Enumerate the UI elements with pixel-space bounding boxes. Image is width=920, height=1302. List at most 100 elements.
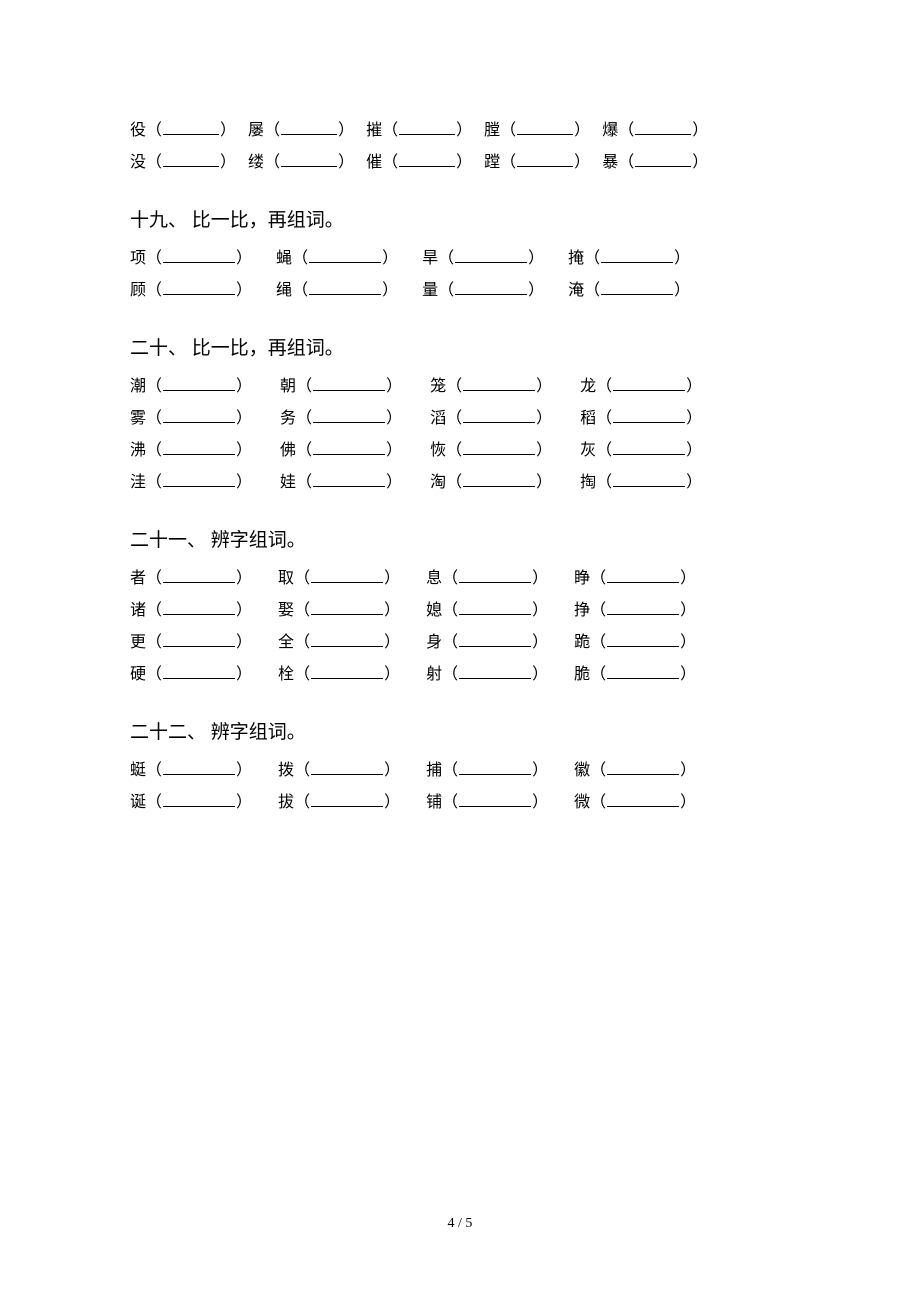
blank-field[interactable] [163,152,219,167]
blank-field[interactable] [163,248,235,263]
open-paren: （ [438,250,454,267]
char-label: 爆 [602,122,618,139]
open-paren: （ [446,474,462,491]
blank-field[interactable] [311,568,383,583]
open-paren: （ [146,602,162,619]
blank-field[interactable] [163,760,235,775]
blank-field[interactable] [459,600,531,615]
char-label: 恢 [430,442,446,459]
blank-field[interactable] [311,600,383,615]
open-paren: （ [584,250,600,267]
blank-field[interactable] [399,152,455,167]
blank-field[interactable] [281,152,337,167]
close-paren: ） [236,250,252,267]
blank-field[interactable] [601,280,673,295]
blank-field[interactable] [311,632,383,647]
char-label: 身 [426,634,442,651]
blank-field[interactable] [309,280,381,295]
close-paren: ） [536,442,552,459]
blank-field[interactable] [399,120,455,135]
char-label: 拔 [278,794,294,811]
blank-field[interactable] [163,568,235,583]
blank-field[interactable] [517,120,573,135]
close-paren: ） [236,570,252,587]
blank-field[interactable] [463,376,535,391]
blank-field[interactable] [163,376,235,391]
close-paren: ） [692,122,708,139]
blank-field[interactable] [163,632,235,647]
blank-field[interactable] [601,248,673,263]
blank-field[interactable] [613,440,685,455]
blank-field[interactable] [163,472,235,487]
char-label: 掏 [580,474,596,491]
section-heading: 十九、 比一比，再组词。 [130,205,800,237]
blank-field[interactable] [635,120,691,135]
blank-field[interactable] [313,440,385,455]
char-label: 者 [130,570,146,587]
blank-field[interactable] [311,792,383,807]
blank-field[interactable] [313,408,385,423]
open-paren: （ [438,282,454,299]
blank-field[interactable] [311,664,383,679]
blank-field[interactable] [607,664,679,679]
blank-field[interactable] [463,408,535,423]
char-label: 拨 [278,762,294,779]
close-paren: ） [384,666,400,683]
blank-field[interactable] [163,664,235,679]
close-paren: ） [686,410,702,427]
blank-field[interactable] [463,472,535,487]
open-paren: （ [292,250,308,267]
char-label: 蜓 [130,762,146,779]
char-label: 诸 [130,602,146,619]
char-label: 洼 [130,474,146,491]
open-paren: （ [590,794,606,811]
close-paren: ） [532,794,548,811]
blank-field[interactable] [459,664,531,679]
blank-field[interactable] [459,760,531,775]
blank-field[interactable] [459,792,531,807]
blank-field[interactable] [313,376,385,391]
close-paren: ） [456,154,472,171]
char-label: 佛 [280,442,296,459]
blank-field[interactable] [607,568,679,583]
blank-field[interactable] [517,152,573,167]
blank-field[interactable] [455,248,527,263]
close-paren: ） [680,666,696,683]
char-label: 役 [130,122,146,139]
open-paren: （ [590,762,606,779]
blank-field[interactable] [613,408,685,423]
blank-field[interactable] [163,280,235,295]
blank-field[interactable] [613,376,685,391]
char-label: 灰 [580,442,596,459]
blank-field[interactable] [163,408,235,423]
char-label: 更 [130,634,146,651]
close-paren: ） [386,410,402,427]
blank-field[interactable] [607,632,679,647]
blank-field[interactable] [281,120,337,135]
blank-field[interactable] [163,600,235,615]
blank-field[interactable] [635,152,691,167]
close-paren: ） [674,282,690,299]
blank-field[interactable] [163,440,235,455]
blank-field[interactable] [459,632,531,647]
blank-field[interactable] [163,120,219,135]
exercise-row: 项（）蝇（）旱（）掩（） [130,243,800,275]
blank-field[interactable] [309,248,381,263]
blank-field[interactable] [613,472,685,487]
blank-field[interactable] [313,472,385,487]
blank-field[interactable] [311,760,383,775]
blank-field[interactable] [163,792,235,807]
char-label: 诞 [130,794,146,811]
blank-field[interactable] [463,440,535,455]
open-paren: （ [146,474,162,491]
blank-field[interactable] [607,760,679,775]
open-paren: （ [146,250,162,267]
blank-field[interactable] [607,600,679,615]
blank-field[interactable] [607,792,679,807]
char-label: 淹 [568,282,584,299]
blank-field[interactable] [455,280,527,295]
char-label: 息 [426,570,442,587]
blank-field[interactable] [459,568,531,583]
open-paren: （ [382,122,398,139]
char-label: 屡 [248,122,264,139]
